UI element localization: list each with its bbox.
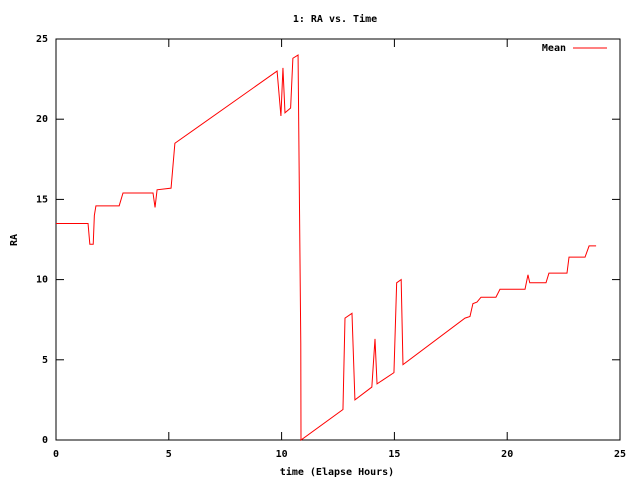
x-tick-label: 20	[501, 449, 513, 460]
y-tick-label: 15	[36, 194, 48, 205]
y-axis-label: RA	[9, 234, 20, 246]
x-axis-label: time (Elapse Hours)	[280, 466, 394, 478]
y-tick-label: 20	[36, 114, 48, 125]
legend-label: Mean	[542, 43, 566, 54]
chart-title: 1: RA vs. Time	[293, 13, 377, 25]
y-tick-label: 25	[36, 34, 48, 45]
x-tick-label: 0	[53, 449, 59, 460]
y-tick-label: 10	[36, 275, 48, 286]
x-tick-label: 15	[388, 449, 400, 460]
x-tick-label: 5	[166, 449, 172, 460]
data-line	[56, 54, 597, 441]
x-tick-label: 25	[614, 449, 626, 460]
y-tick-label: 0	[42, 435, 48, 446]
y-tick-label: 5	[42, 355, 48, 366]
plot-border	[55, 38, 621, 441]
x-tick-label: 10	[276, 449, 288, 460]
